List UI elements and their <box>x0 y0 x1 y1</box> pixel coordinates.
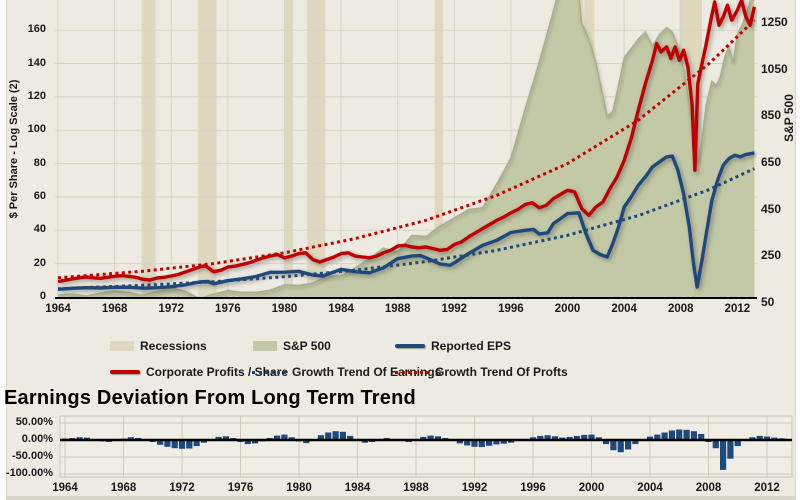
recession-swatch-icon <box>110 341 134 351</box>
x-tick-label: 1980 <box>271 303 298 315</box>
bottom-edge-strip <box>6 496 796 500</box>
left-axis-title: $ Per Share - Log Scale (2) <box>8 79 20 219</box>
right-edge-strip <box>795 0 800 500</box>
legend-item-growth-trend-profits: Growth Trend Of Profts <box>395 365 568 379</box>
left-y-tick-label: 40 <box>33 223 46 236</box>
left-y-tick-label: 100 <box>27 123 46 136</box>
sp500-swatch-icon <box>253 341 277 351</box>
legend-label: Growth Trend Of Earnings <box>292 365 442 379</box>
deviation-y-tick-label: -100.00% <box>5 467 53 479</box>
legend-item-growth-trend-earnings: Growth Trend Of Earnings <box>252 365 441 379</box>
x-tick-label: 2000 <box>554 303 581 315</box>
left-y-tick-label: 20 <box>33 256 46 269</box>
main-chart-plot <box>55 0 757 299</box>
left-y-tick-label: 180 <box>6 0 46 4</box>
x-tick-label: 2008 <box>667 303 694 315</box>
x-tick-label: 1968 <box>101 303 128 315</box>
deviation-y-tick-label: -50.00% <box>12 450 53 462</box>
legend-label: S&P 500 <box>283 339 331 353</box>
x-tick-label: 2004 <box>611 303 637 315</box>
deviation-x-tick-label: 2000 <box>578 482 605 494</box>
deviation-x-tick-label: 2012 <box>754 482 780 494</box>
left-y-tick-label: 80 <box>33 156 46 169</box>
deviation-x-tick-label: 1984 <box>344 482 371 494</box>
x-tick-label: 1996 <box>498 303 524 315</box>
legend-item-sp500: S&P 500 <box>253 339 331 353</box>
right-y-tick-label: 850 <box>761 108 782 123</box>
deviation-x-tick-label: 1968 <box>110 482 137 494</box>
deviation-y-tick-label: 0.00% <box>21 433 53 445</box>
right-y-tick-label: 1250 <box>761 14 788 29</box>
deviation-x-tick-label: 2004 <box>637 482 663 494</box>
legend-label: Corporate Profits / Share <box>146 365 289 379</box>
right-y-tick-label: 450 <box>761 201 782 216</box>
left-y-tick-label: 160 <box>27 23 46 36</box>
blue-line-swatch-icon <box>395 344 425 348</box>
legend-label: Recessions <box>140 339 207 353</box>
deviation-x-tick-label: 1976 <box>227 482 254 494</box>
right-y-tick-label: 1050 <box>761 61 788 76</box>
x-tick-label: 1992 <box>441 303 468 315</box>
deviation-x-tick-label: 1996 <box>520 482 546 494</box>
deviation-x-tick-label: 1964 <box>52 482 78 494</box>
blue-dotted-swatch-icon <box>252 370 286 374</box>
left-y-tick-label: 140 <box>27 56 46 69</box>
red-dotted-swatch-icon <box>395 370 429 374</box>
right-y-tick-label: 50 <box>761 295 775 309</box>
deviation-x-tick-label: 2008 <box>695 482 722 494</box>
left-y-tick-label: 0 <box>39 290 46 302</box>
x-tick-label: 1964 <box>45 303 71 315</box>
legend-label: Reported EPS <box>431 339 512 353</box>
x-tick-label: 1984 <box>328 303 354 315</box>
deviation-y-tick-label: 50.00% <box>15 416 53 428</box>
legend-label: Growth Trend Of Profts <box>435 365 568 379</box>
legend-item-recessions: Recessions <box>110 339 207 353</box>
right-y-tick-label: 650 <box>761 154 782 169</box>
right-axis-title: S&P 500 <box>782 94 796 142</box>
deviation-x-tick-label: 1992 <box>461 482 488 494</box>
x-tick-label: 1972 <box>158 303 185 315</box>
legend-item-corporate-profits: Corporate Profits / Share <box>110 365 288 379</box>
left-y-tick-label: 120 <box>27 89 46 102</box>
right-y-tick-label: 250 <box>761 248 782 263</box>
deviation-chart-plot <box>59 415 793 478</box>
left-y-tick-label: 60 <box>33 189 46 202</box>
red-line-swatch-icon <box>110 370 140 374</box>
x-tick-label: 1988 <box>384 303 411 315</box>
x-tick-label: 1976 <box>215 303 241 315</box>
left-edge-strip <box>0 0 7 500</box>
deviation-x-tick-label: 1988 <box>403 482 429 494</box>
deviation-x-tick-label: 1980 <box>286 482 312 494</box>
deviation-chart-title: Earnings Deviation From Long Term Trend <box>4 387 416 409</box>
x-tick-label: 2012 <box>724 303 751 315</box>
legend-item-reported-eps: Reported EPS <box>395 339 511 353</box>
deviation-x-tick-label: 1972 <box>169 482 195 494</box>
